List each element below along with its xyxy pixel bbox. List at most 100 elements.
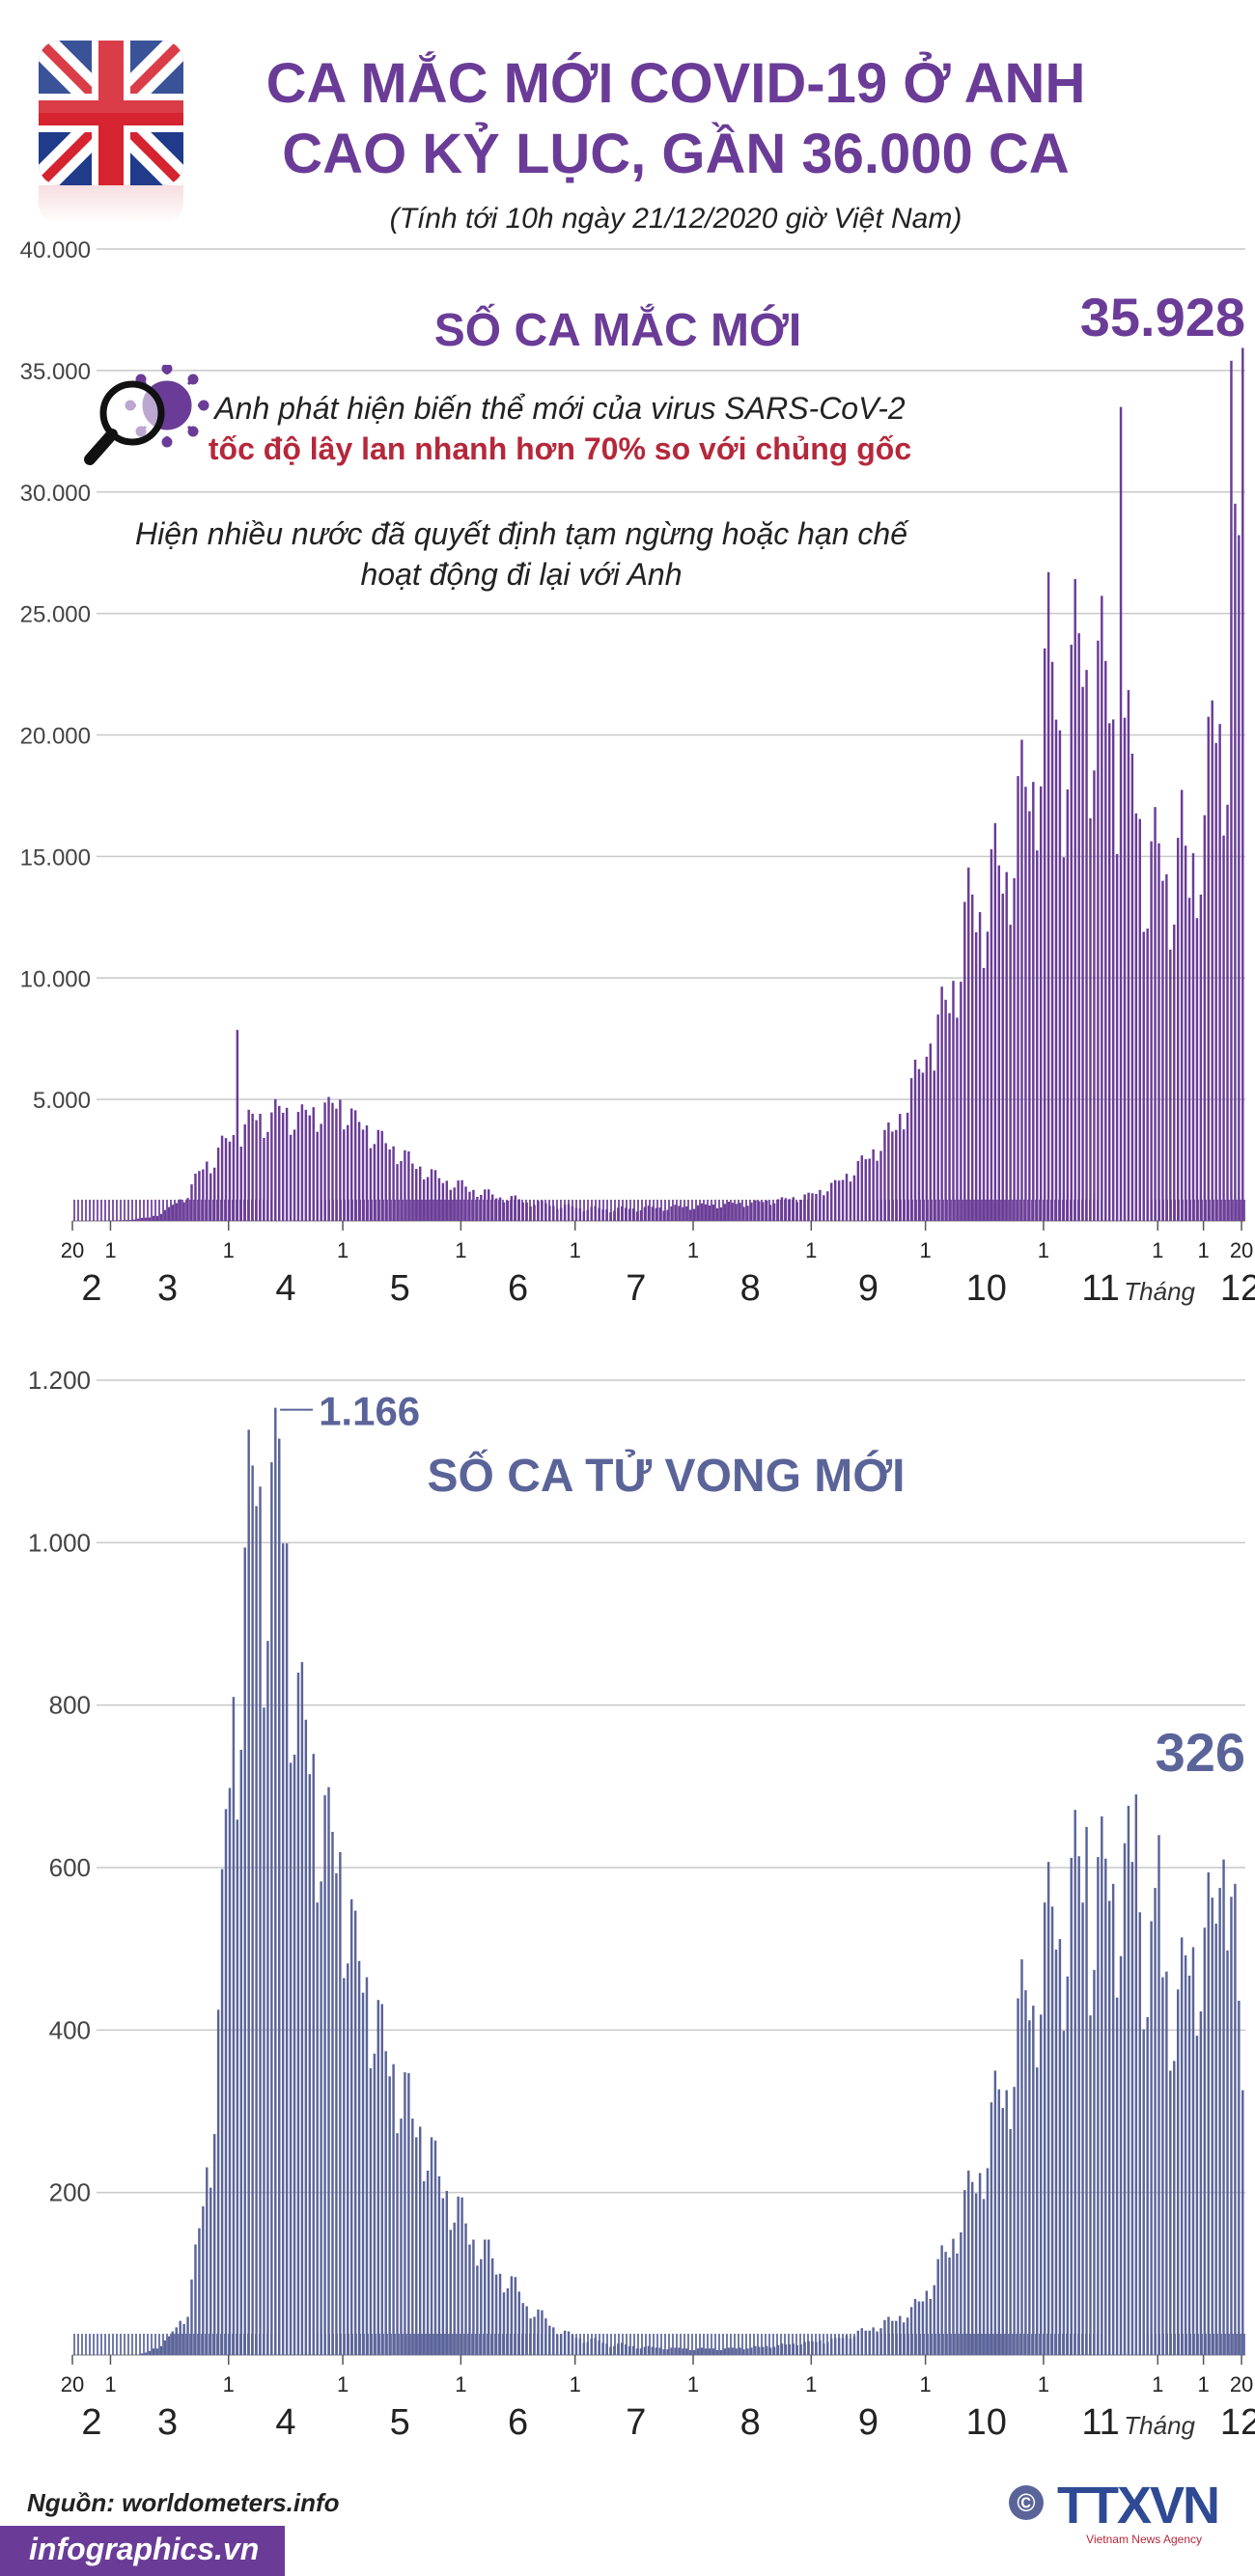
bar — [956, 2253, 959, 2355]
bar — [990, 848, 993, 1221]
bar — [1218, 724, 1221, 1221]
bar — [206, 1161, 209, 1221]
bar — [1161, 1977, 1164, 2356]
bar — [982, 2199, 986, 2355]
bar — [1191, 853, 1195, 1221]
bar — [525, 2306, 528, 2355]
bar — [1066, 789, 1070, 1221]
bar — [1180, 1937, 1184, 2355]
bar — [970, 2181, 974, 2355]
bar — [997, 2089, 1001, 2355]
bar — [1222, 1859, 1225, 2355]
bar — [243, 1123, 246, 1221]
bar — [970, 894, 974, 1221]
bar — [498, 2273, 502, 2355]
bar — [1081, 686, 1084, 1221]
bar — [369, 2067, 373, 2355]
x-month-label: 7 — [626, 1268, 646, 1309]
x-month-label: 6 — [508, 2402, 528, 2443]
page-title-line2: CAO KỶ LỤC, GẦN 36.000 CA — [282, 123, 1070, 185]
bar — [266, 1131, 269, 1221]
bar — [418, 2126, 422, 2355]
bar — [449, 2230, 452, 2355]
bar — [347, 1124, 349, 1221]
bar — [521, 2303, 524, 2355]
bar — [209, 1173, 212, 1221]
bar — [400, 1160, 403, 1221]
bar — [1203, 1927, 1207, 2355]
bar — [1142, 2029, 1145, 2355]
bar — [1009, 2129, 1012, 2355]
bar — [426, 1177, 430, 1221]
x-day-label: 1 — [687, 2372, 699, 2396]
bar — [392, 1146, 395, 1221]
bar — [251, 1113, 254, 1221]
bar — [460, 2197, 463, 2355]
bar — [906, 1112, 909, 1221]
x-day-label: 1 — [104, 1238, 116, 1262]
bar — [1169, 2070, 1172, 2355]
bar — [278, 1105, 281, 1221]
bar — [1115, 853, 1119, 1221]
bar — [247, 1429, 250, 2355]
x-month-label: 5 — [390, 2402, 410, 2443]
bar — [373, 1144, 376, 1221]
bar — [369, 1148, 373, 1221]
bar — [255, 1120, 258, 1221]
bar — [285, 1543, 289, 2355]
bar — [960, 982, 962, 1221]
footer-bar — [0, 2526, 285, 2576]
note-line4: hoạt động đi lại với Anh — [360, 557, 683, 592]
baseline-stripes — [72, 1200, 1245, 1221]
logo-text: TTXVN — [1057, 2477, 1220, 2534]
bar — [400, 2119, 403, 2355]
y-tick-label: 20.000 — [20, 724, 91, 750]
bar — [856, 1160, 860, 1221]
bar — [1211, 1897, 1213, 2355]
bar — [1134, 813, 1138, 1221]
bar — [1070, 644, 1073, 1221]
bar — [1058, 730, 1062, 1221]
bar — [194, 2244, 197, 2355]
bar — [956, 1017, 959, 1221]
bar — [1234, 1883, 1237, 2355]
bar — [1203, 815, 1207, 1221]
bar — [300, 1662, 304, 2355]
bar — [1070, 1857, 1073, 2355]
bar — [430, 1169, 433, 1221]
bar — [1074, 1810, 1076, 2355]
bar — [967, 867, 970, 1221]
bar — [407, 2072, 410, 2355]
bar — [917, 2301, 921, 2355]
bar — [472, 2239, 475, 2355]
bar — [1173, 2061, 1176, 2355]
x-day-label: 1 — [223, 1238, 235, 1262]
bar — [1043, 648, 1046, 1221]
bar — [940, 986, 943, 1221]
page-subtitle: (Tính tới 10h ngày 21/12/2020 giờ Việt N… — [389, 203, 962, 235]
x-month-label: 9 — [858, 1268, 878, 1309]
bar — [1241, 347, 1244, 1221]
bar — [296, 1112, 300, 1221]
bar — [339, 1852, 342, 2355]
bar — [296, 1673, 300, 2355]
bar — [266, 1641, 269, 2355]
y-tick-label: 5.000 — [33, 1088, 91, 1114]
copyright-icon: © — [1009, 2485, 1044, 2520]
bar — [1111, 1883, 1115, 2355]
bar — [224, 1138, 228, 1221]
x-day-label: 1 — [805, 2372, 817, 2396]
bar — [1039, 786, 1043, 1221]
bar — [913, 2298, 917, 2355]
bar — [510, 2276, 514, 2355]
bar — [944, 999, 947, 1221]
bar — [251, 1465, 254, 2356]
bar — [232, 1697, 236, 2355]
bar — [1165, 873, 1168, 1221]
bar — [1241, 2090, 1244, 2355]
bar — [517, 2291, 520, 2355]
bar — [1054, 1950, 1058, 2355]
bar — [323, 1795, 326, 2355]
bar — [1218, 1888, 1221, 2355]
bar — [323, 1102, 326, 1221]
